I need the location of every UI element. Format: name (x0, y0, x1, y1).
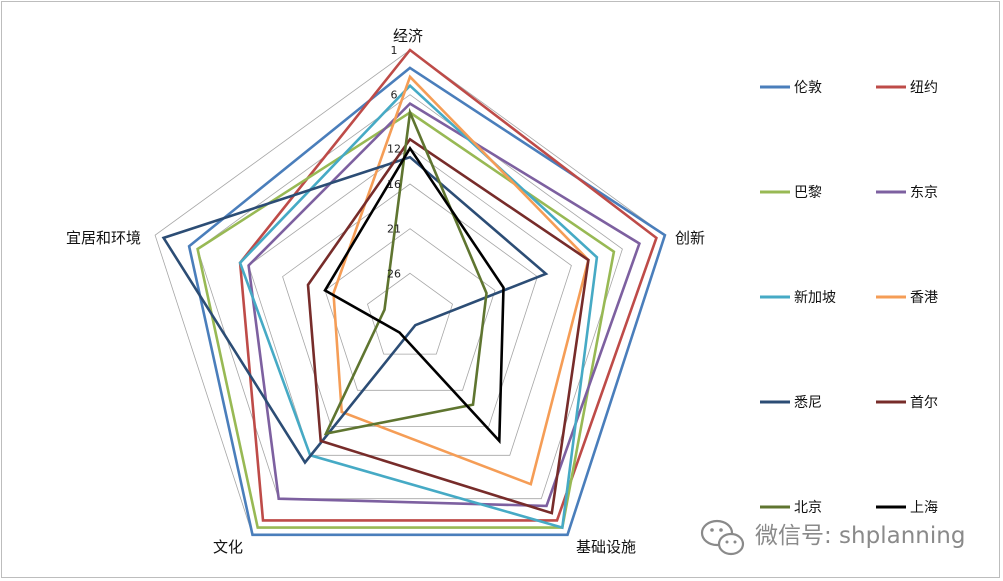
wechat-icon (700, 519, 745, 556)
series-line-1 (238, 48, 658, 522)
axis-label-livability: 宜居和环境 (66, 229, 141, 247)
legend-label-3: 东京 (910, 185, 938, 201)
grid-ring-0 (154, 49, 666, 536)
grid-ring-3 (282, 183, 538, 427)
legend-label-2: 巴黎 (794, 185, 822, 201)
legend-label-5: 香港 (910, 290, 938, 306)
axis-label-economy: 经济 (393, 27, 423, 45)
legend-label-8: 北京 (794, 500, 822, 516)
axis-label-culture: 文化 (213, 538, 243, 556)
legend-label-1: 纽约 (910, 80, 938, 96)
series-line-2 (196, 110, 616, 529)
legend-label-9: 上海 (910, 500, 938, 516)
legend-label-4: 新加坡 (794, 290, 836, 306)
rank-tick-label: 26 (387, 267, 401, 280)
series-line-6 (161, 155, 549, 465)
radar-grid (154, 49, 666, 536)
grid-ring-1 (197, 94, 623, 500)
legend-label-0: 伦敦 (794, 80, 822, 96)
rank-tick-label: 21 (387, 223, 401, 236)
series-line-7 (306, 137, 590, 515)
rank-tick-label: 1 (391, 44, 398, 57)
rank-tick-label: 12 (387, 142, 401, 155)
series-line-3 (247, 101, 641, 508)
watermark-text: 微信号: shplanning (755, 523, 965, 549)
legend-label-7: 首尔 (910, 395, 938, 411)
grid-ring-2 (248, 147, 572, 456)
series-line-9 (323, 145, 505, 445)
grid-ring-5 (367, 272, 453, 355)
rank-tick-label: 16 (387, 178, 401, 191)
axis-labels: 经济 创新 基础设施 文化 宜居和环境 (66, 27, 705, 556)
radar-series-group (161, 48, 667, 537)
legend-label-6: 悉尼 (794, 395, 822, 411)
rank-tick-label: 6 (391, 89, 398, 102)
watermark: 微信号: shplanning (700, 519, 965, 556)
series-line-8 (323, 107, 488, 436)
axis-label-infrastructure: 基础设施 (576, 538, 636, 556)
axis-label-innovation: 创新 (675, 229, 705, 247)
series-line-4 (238, 83, 599, 530)
